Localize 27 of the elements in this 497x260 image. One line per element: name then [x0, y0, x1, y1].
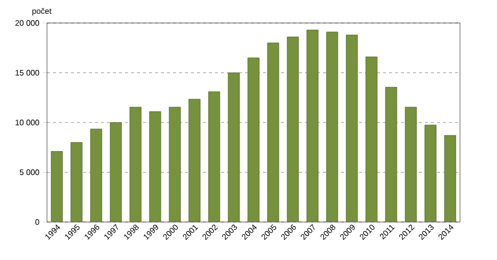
y-tick-label: 5 000 [20, 169, 40, 176]
bar [366, 56, 378, 222]
bar [267, 42, 280, 222]
y-tick-label: 15 000 [16, 70, 40, 76]
bar [286, 36, 299, 222]
bar [149, 111, 162, 222]
bar [208, 91, 220, 222]
bar [326, 32, 338, 222]
bar [346, 34, 358, 222]
y-axis-title: počet [32, 8, 52, 16]
bar [130, 106, 142, 222]
bar [168, 106, 181, 222]
bar [306, 30, 318, 222]
bar [70, 142, 82, 222]
y-tick-label: 0 [35, 219, 40, 225]
bar [110, 122, 122, 222]
bar [188, 98, 200, 222]
bar [404, 106, 417, 222]
bar [385, 86, 398, 222]
bar [444, 135, 456, 222]
bar [248, 58, 260, 222]
y-tick-label: 20 000 [15, 20, 40, 26]
bar [50, 151, 63, 222]
bar [424, 124, 436, 222]
bar [228, 72, 240, 222]
y-tick-label: 10 000 [16, 120, 40, 126]
bar [90, 128, 102, 222]
